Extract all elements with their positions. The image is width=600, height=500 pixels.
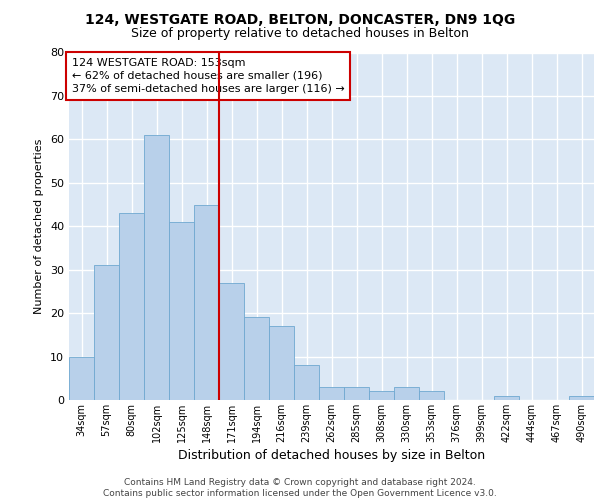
- Bar: [169, 222, 194, 400]
- Bar: [369, 392, 394, 400]
- Bar: [119, 213, 144, 400]
- Bar: [319, 387, 344, 400]
- Text: 124 WESTGATE ROAD: 153sqm
← 62% of detached houses are smaller (196)
37% of semi: 124 WESTGATE ROAD: 153sqm ← 62% of detac…: [71, 58, 344, 94]
- Bar: [269, 326, 294, 400]
- Bar: [419, 392, 444, 400]
- Bar: [144, 135, 169, 400]
- Bar: [294, 365, 319, 400]
- Bar: [94, 266, 119, 400]
- Text: Contains HM Land Registry data © Crown copyright and database right 2024.
Contai: Contains HM Land Registry data © Crown c…: [103, 478, 497, 498]
- Text: 124, WESTGATE ROAD, BELTON, DONCASTER, DN9 1QG: 124, WESTGATE ROAD, BELTON, DONCASTER, D…: [85, 12, 515, 26]
- Bar: [569, 396, 594, 400]
- Bar: [69, 356, 94, 400]
- Text: Size of property relative to detached houses in Belton: Size of property relative to detached ho…: [131, 28, 469, 40]
- Bar: [344, 387, 369, 400]
- Bar: [219, 282, 244, 400]
- Bar: [394, 387, 419, 400]
- Bar: [194, 204, 219, 400]
- Bar: [494, 396, 519, 400]
- Y-axis label: Number of detached properties: Number of detached properties: [34, 138, 44, 314]
- Bar: [244, 318, 269, 400]
- X-axis label: Distribution of detached houses by size in Belton: Distribution of detached houses by size …: [178, 449, 485, 462]
